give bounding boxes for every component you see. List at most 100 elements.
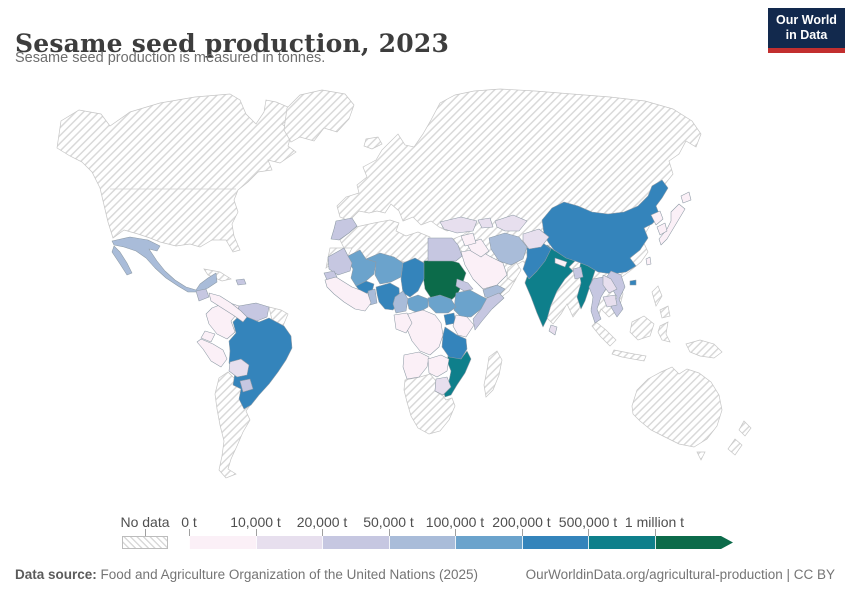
region-australia (631, 366, 723, 448)
legend-tick (255, 529, 257, 536)
country-niger[interactable]: Niger (365, 252, 404, 285)
country-bangladesh[interactable]: Bangladesh (572, 266, 584, 280)
legend-tick-label: 50,000 t (363, 514, 414, 530)
country-laos[interactable]: Laos (602, 274, 618, 294)
owid-logo-line2: in Data (785, 28, 828, 42)
region-philippines (651, 285, 671, 319)
page-title: Sesame seed production, 2023 (15, 28, 450, 58)
legend-tick-label: 1 million t (624, 514, 685, 530)
country-zimbabwe[interactable]: Zimbabwe (434, 376, 452, 396)
country-mali[interactable]: Mali (347, 249, 377, 287)
region-tasmania (696, 451, 706, 461)
country-iran[interactable]: Iran (488, 232, 528, 266)
country-haiti[interactable]: Haiti (235, 278, 247, 286)
owid-logo[interactable]: Our World in Data (768, 8, 845, 53)
region-sulawesi (657, 321, 671, 343)
country-ecuador[interactable]: Ecuador (200, 330, 216, 343)
legend-segment[interactable] (189, 536, 256, 549)
region-indonesia-sumatra (591, 321, 617, 347)
legend-no-data-tick (145, 529, 146, 536)
country-azerbaijan[interactable]: Azerbaijan (477, 217, 494, 229)
country-uzbekistan[interactable]: Uzbekistan (494, 214, 528, 232)
legend-tick (322, 529, 323, 536)
region-southern-africa (403, 373, 456, 435)
country-congo[interactable]: Congo (393, 312, 413, 334)
country-somalia[interactable]: Somalia (472, 292, 505, 331)
legend-tick-label: 200,000 t (492, 514, 551, 530)
legend-segment[interactable] (588, 536, 655, 549)
legend-segment[interactable] (654, 536, 721, 549)
legend-segment[interactable] (455, 536, 522, 549)
country-central-america[interactable]: Central America (208, 292, 248, 323)
region-new-zealand (727, 420, 752, 456)
region-north-america (56, 93, 297, 253)
country-sudan[interactable]: Sudan (422, 258, 467, 305)
legend-tick-label: 20,000 t (296, 514, 348, 530)
data-source-label: Data source: (15, 567, 97, 582)
country-syria[interactable]: Syria (460, 232, 477, 247)
legend-segment[interactable] (388, 536, 455, 549)
legend-segment[interactable] (322, 536, 389, 549)
country-north-korea[interactable]: North Korea (650, 210, 664, 226)
country-japan[interactable]: Japan (658, 191, 692, 246)
country-central-african-republic[interactable]: Central African Republic (406, 294, 429, 314)
country-nepal[interactable]: Nepal (554, 257, 568, 268)
legend-tick (455, 529, 456, 536)
data-source-text: Food and Agriculture Organization of the… (96, 567, 479, 582)
country-kenya[interactable]: Kenya (452, 314, 475, 338)
country-angola[interactable]: Angola (402, 351, 430, 380)
region-iceland (363, 136, 383, 150)
region-guyanas (268, 306, 289, 327)
chart-subtitle: Sesame seed production is measured in to… (15, 50, 326, 66)
country-morocco[interactable]: Morocco (330, 217, 358, 241)
country-peru[interactable]: Peru (196, 338, 228, 368)
legend-segment[interactable] (521, 536, 588, 549)
legend-tick-label: 100,000 t (425, 514, 485, 530)
country-mexico[interactable]: Mexico (111, 236, 218, 293)
country-cameroon[interactable]: Cameroon (392, 290, 409, 314)
chart-footer: Data source: Food and Agriculture Organi… (15, 567, 835, 582)
region-cuba (203, 268, 232, 282)
legend-no-data-swatch[interactable] (122, 536, 168, 549)
legend-tick-label: 500,000 t (558, 514, 618, 530)
country-turkey[interactable]: Turkey (439, 216, 478, 234)
owid-url-link[interactable]: OurWorldinData.org/agricultural-producti… (525, 567, 835, 582)
country-paraguay[interactable]: Paraguay (239, 378, 254, 393)
country-south-sudan[interactable]: South Sudan (427, 294, 457, 314)
country-tanzania[interactable]: Tanzania (441, 326, 468, 360)
legend-no-data-label: No data (120, 514, 170, 530)
country-mauritania[interactable]: Mauritania (327, 247, 353, 276)
region-north-africa (339, 219, 431, 263)
country-afghanistan[interactable]: Afghanistan (522, 228, 550, 250)
region-new-guinea (685, 339, 723, 359)
region-indonesia-java (611, 349, 647, 362)
country-zambia[interactable]: Zambia (427, 354, 450, 378)
region-madagascar (483, 350, 503, 398)
country-sri-lanka[interactable]: Sri Lanka (548, 324, 558, 336)
country-taiwan[interactable]: Taiwan (645, 256, 652, 266)
legend-tick (189, 529, 190, 536)
country-eritrea[interactable]: Eritrea (455, 278, 474, 292)
legend-tick (588, 529, 589, 536)
legend-tick (654, 529, 656, 536)
legend-segment[interactable] (255, 536, 322, 549)
region-borneo (629, 315, 655, 341)
country-cambodia[interactable]: Cambodia (602, 294, 618, 308)
data-source-note: Data source: Food and Agriculture Organi… (15, 567, 478, 582)
legend-tick (388, 529, 390, 536)
country-south-korea[interactable]: South Korea (656, 222, 668, 236)
country-chad[interactable]: Chad (400, 257, 425, 298)
country-bolivia[interactable]: Bolivia (228, 358, 250, 378)
region-greenland (283, 89, 355, 143)
owid-logo-line1: Our World (776, 13, 837, 27)
country-guatemala[interactable]: Guatemala (195, 288, 210, 302)
legend-tick (521, 529, 523, 536)
country-pakistan[interactable]: Pakistan (522, 242, 552, 280)
legend-tick-label: 0 t (181, 514, 197, 530)
country-west-africa-coastal[interactable]: West Africa Coastal (324, 276, 372, 312)
country-dr-congo[interactable]: DR Congo (406, 309, 444, 356)
legend-tick-label: 10,000 t (230, 514, 281, 530)
